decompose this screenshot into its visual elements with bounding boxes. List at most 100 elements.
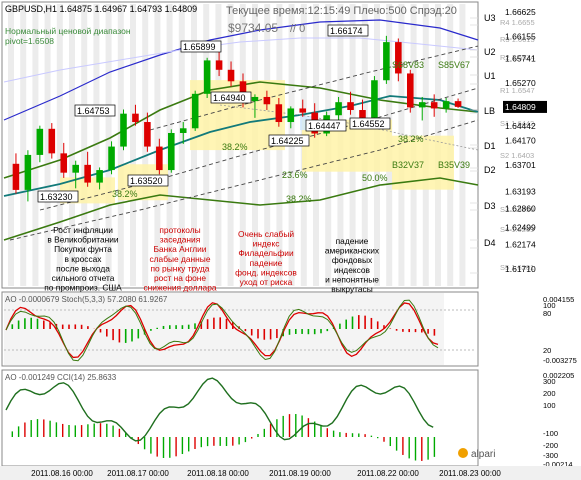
session-shade-bar: [459, 4, 466, 286]
time-leverage-spread: Текущее время:12:15:49 Плечо:500 Спрэд:2…: [226, 5, 457, 17]
ao-cci-axis-label: -200: [543, 441, 558, 450]
symbol-info: GBPUSD,H1 1.64875 1.64967 1.64793 1.6480…: [5, 4, 197, 14]
session-shade-bar: [44, 4, 51, 286]
candle-body[interactable]: [335, 102, 342, 116]
candle-body[interactable]: [191, 93, 199, 129]
candle-body[interactable]: [359, 110, 366, 118]
ma-teal: [3, 95, 479, 197]
time-axis-label: 2011.08.18 00:00: [187, 469, 249, 478]
level-label-d1: D1: [484, 141, 496, 151]
ao-cci-axis-label: 200: [543, 389, 556, 398]
annotation-boe-line: заседания: [160, 235, 201, 245]
pivot-level-label: R1 1.6547: [500, 86, 535, 95]
price-box: [305, 119, 347, 132]
price-box-label: 1.65899: [183, 42, 216, 52]
price-axis-label: 1.62174: [505, 240, 536, 250]
annotation-boe-line: снижения доллара: [143, 283, 216, 293]
fib-label: 38.2%: [398, 134, 424, 144]
price-axis-label: 1.66155: [505, 32, 536, 42]
candle-body[interactable]: [406, 73, 414, 108]
session-shade-bar: [93, 4, 100, 286]
annotation-stocks-line: выкрутасы: [331, 284, 373, 294]
stoch-axis-label: 100: [543, 301, 556, 310]
candle-body[interactable]: [239, 81, 247, 102]
sell-volume-label: S68V83: [392, 60, 424, 70]
candle-body[interactable]: [144, 122, 151, 147]
ao-cci-title: AO -0.001249 CCI(14) 25.8633: [5, 373, 117, 382]
candle-body[interactable]: [263, 96, 271, 105]
candle-body[interactable]: [442, 101, 450, 109]
candle-body[interactable]: [84, 164, 91, 183]
stoch-title: AO -0.0000679 Stoch(5,3,3) 57.2080 61.92…: [5, 295, 168, 304]
candle-body[interactable]: [299, 108, 307, 113]
candle-body[interactable]: [108, 146, 115, 171]
level-label-u3: U3: [484, 13, 496, 23]
candle-body[interactable]: [454, 101, 462, 107]
pivot-level-label: S3 1.6310: [500, 205, 534, 214]
candle-body[interactable]: [24, 154, 32, 190]
candle-body[interactable]: [418, 102, 426, 108]
candle-body[interactable]: [275, 104, 283, 123]
fib-label: 38.2%: [222, 142, 248, 152]
candle-body[interactable]: [227, 69, 235, 82]
stoch-axis-label: 0.004155: [543, 295, 574, 304]
annotation-boe-line: рост на фоне: [154, 273, 206, 283]
fib-label: 23.6%: [282, 170, 308, 180]
candle-body[interactable]: [12, 163, 20, 190]
candle-body[interactable]: [120, 113, 127, 147]
band-upper: [3, 37, 479, 83]
candle-body[interactable]: [251, 96, 259, 102]
candle-body[interactable]: [371, 80, 378, 118]
price-box: [210, 91, 252, 104]
price-box-label: 1.64940: [213, 93, 246, 103]
candle-body[interactable]: [203, 60, 211, 94]
candle-body[interactable]: [215, 60, 223, 70]
price-axis-label: 1.64170: [505, 135, 536, 145]
level-label-d2: D2: [484, 165, 496, 175]
price-axis-label: 1.62860: [505, 204, 536, 214]
session-shade-bar: [130, 4, 136, 286]
candle-body[interactable]: [36, 128, 44, 155]
price-box: [127, 174, 169, 187]
ma-green-lower: [3, 177, 479, 241]
session-shade-bar: [105, 4, 112, 286]
candle-body[interactable]: [347, 102, 354, 111]
session-shade-bar: [20, 4, 27, 286]
annotation-boe-line: Банка Англии: [154, 244, 207, 254]
candle-body[interactable]: [132, 113, 139, 123]
candle-body[interactable]: [72, 164, 79, 173]
session-shade-bar: [56, 4, 63, 286]
annotation-inflation-line: в кроссах: [65, 254, 103, 264]
time-axis-label: 2011.08.17 00:00: [107, 469, 169, 478]
price-box-label: 1.63230: [40, 192, 73, 202]
stoch-signal-line: [5, 299, 439, 362]
trend-line: [39, 87, 479, 211]
annotation-inflation-line: в Великобритании: [47, 235, 119, 245]
candle-body[interactable]: [179, 128, 187, 133]
candle-body[interactable]: [156, 146, 163, 171]
level-label-u2: U2: [484, 47, 496, 57]
pivot-level-label: S2 1.6403: [500, 151, 534, 160]
candle-body[interactable]: [48, 128, 56, 154]
session-shade-bar: [69, 4, 75, 286]
session-shade-bar: [154, 4, 161, 286]
time-axis-bg: [0, 466, 581, 480]
candle-body[interactable]: [430, 102, 438, 109]
annotation-inflation-line: Рост инфляции: [53, 225, 113, 235]
ma-blue: [3, 19, 479, 121]
annotation-inflation-line: по промпроиз. США: [44, 283, 122, 293]
candle-body[interactable]: [168, 132, 175, 171]
candle-body[interactable]: [96, 170, 103, 183]
candle-body[interactable]: [383, 42, 390, 81]
fib-label: 38.2%: [286, 194, 312, 204]
candle-body[interactable]: [395, 42, 402, 74]
annotation-boe-line: протоколы: [159, 225, 200, 235]
price-box: [268, 134, 310, 147]
annotation-philly-line: Очень слабый: [238, 229, 294, 239]
candle-body[interactable]: [60, 153, 68, 173]
candles-layer[interactable]: [12, 35, 462, 202]
candle-body[interactable]: [287, 108, 295, 123]
pivot-level-label: S4 1.6269: [500, 225, 534, 234]
